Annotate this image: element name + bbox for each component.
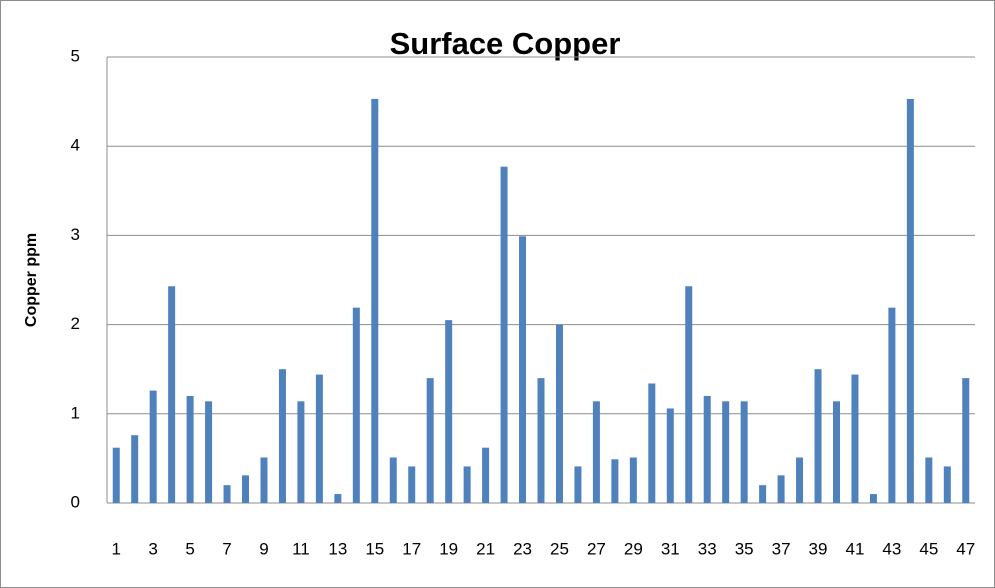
bar: [629, 457, 637, 503]
bar: [315, 374, 323, 503]
bar: [814, 369, 822, 503]
bar: [371, 98, 379, 503]
bar: [205, 401, 213, 503]
bar: [648, 383, 656, 503]
bar: [149, 390, 157, 503]
bar: [223, 485, 231, 503]
bar: [943, 466, 951, 503]
bar: [555, 324, 563, 503]
bar: [777, 475, 785, 503]
bar: [703, 395, 711, 503]
bar: [112, 447, 120, 503]
bar: [537, 378, 545, 503]
bar: [426, 378, 434, 503]
bar: [740, 401, 748, 503]
x-tick-label: 19: [439, 539, 458, 558]
bar: [297, 401, 305, 503]
x-tick-label: 13: [328, 539, 347, 558]
x-tick-label: 29: [624, 539, 643, 558]
x-tick-label: 11: [292, 539, 310, 558]
bar: [278, 369, 286, 503]
y-tick-label: 5: [71, 46, 80, 65]
bar: [685, 286, 693, 503]
bar: [906, 98, 914, 503]
bar: [260, 457, 268, 503]
bar: [334, 494, 342, 503]
x-tick-label: 17: [402, 539, 421, 558]
bar: [408, 466, 416, 503]
x-tick-label: 33: [698, 539, 717, 558]
x-tick-label: 35: [735, 539, 754, 558]
bar: [869, 494, 877, 503]
x-tick-label: 15: [365, 539, 384, 558]
bar: [592, 401, 600, 503]
y-tick-label: 1: [71, 403, 80, 422]
bar: [519, 236, 527, 504]
bar: [851, 374, 859, 503]
bar: [832, 401, 840, 503]
x-tick-label: 37: [772, 539, 791, 558]
bar: [962, 378, 970, 503]
bar: [186, 395, 194, 503]
y-tick-label: 2: [71, 314, 80, 333]
x-tick-label: 47: [956, 539, 975, 558]
bar: [463, 466, 471, 503]
x-tick-label: 25: [550, 539, 569, 558]
bar: [352, 307, 360, 503]
y-tick-label: 0: [71, 492, 80, 511]
bar: [242, 475, 250, 503]
x-tick-label: 41: [845, 539, 864, 558]
chart-title: Surface Copper: [390, 26, 621, 61]
bar: [482, 447, 490, 503]
x-tick-label: 5: [185, 539, 194, 558]
x-tick-label: 23: [513, 539, 532, 558]
x-tick-label: 43: [882, 539, 901, 558]
bar: [500, 166, 508, 503]
bar: [722, 401, 730, 503]
x-tick-label: 27: [587, 539, 606, 558]
x-tick-label: 45: [919, 539, 938, 558]
x-tick-label: 1: [111, 539, 120, 558]
bar: [925, 457, 933, 503]
y-tick-label: 4: [71, 136, 80, 155]
bar: [611, 459, 619, 503]
y-axis-label: Copper ppm: [23, 233, 40, 327]
bar: [389, 457, 397, 503]
bar: [666, 408, 674, 503]
x-tick-label: 9: [259, 539, 268, 558]
bar: [131, 435, 139, 503]
bar: [445, 320, 453, 503]
bar: [759, 485, 767, 503]
y-tick-label: 3: [71, 225, 80, 244]
x-tick-label: 39: [809, 539, 828, 558]
bar: [796, 457, 804, 503]
x-tick-label: 31: [661, 539, 680, 558]
bar: [574, 466, 582, 503]
x-tick-label: 7: [222, 539, 231, 558]
x-tick-label: 3: [148, 539, 157, 558]
bar: [888, 307, 896, 503]
bar: [168, 286, 176, 503]
x-tick-label: 21: [476, 539, 495, 558]
